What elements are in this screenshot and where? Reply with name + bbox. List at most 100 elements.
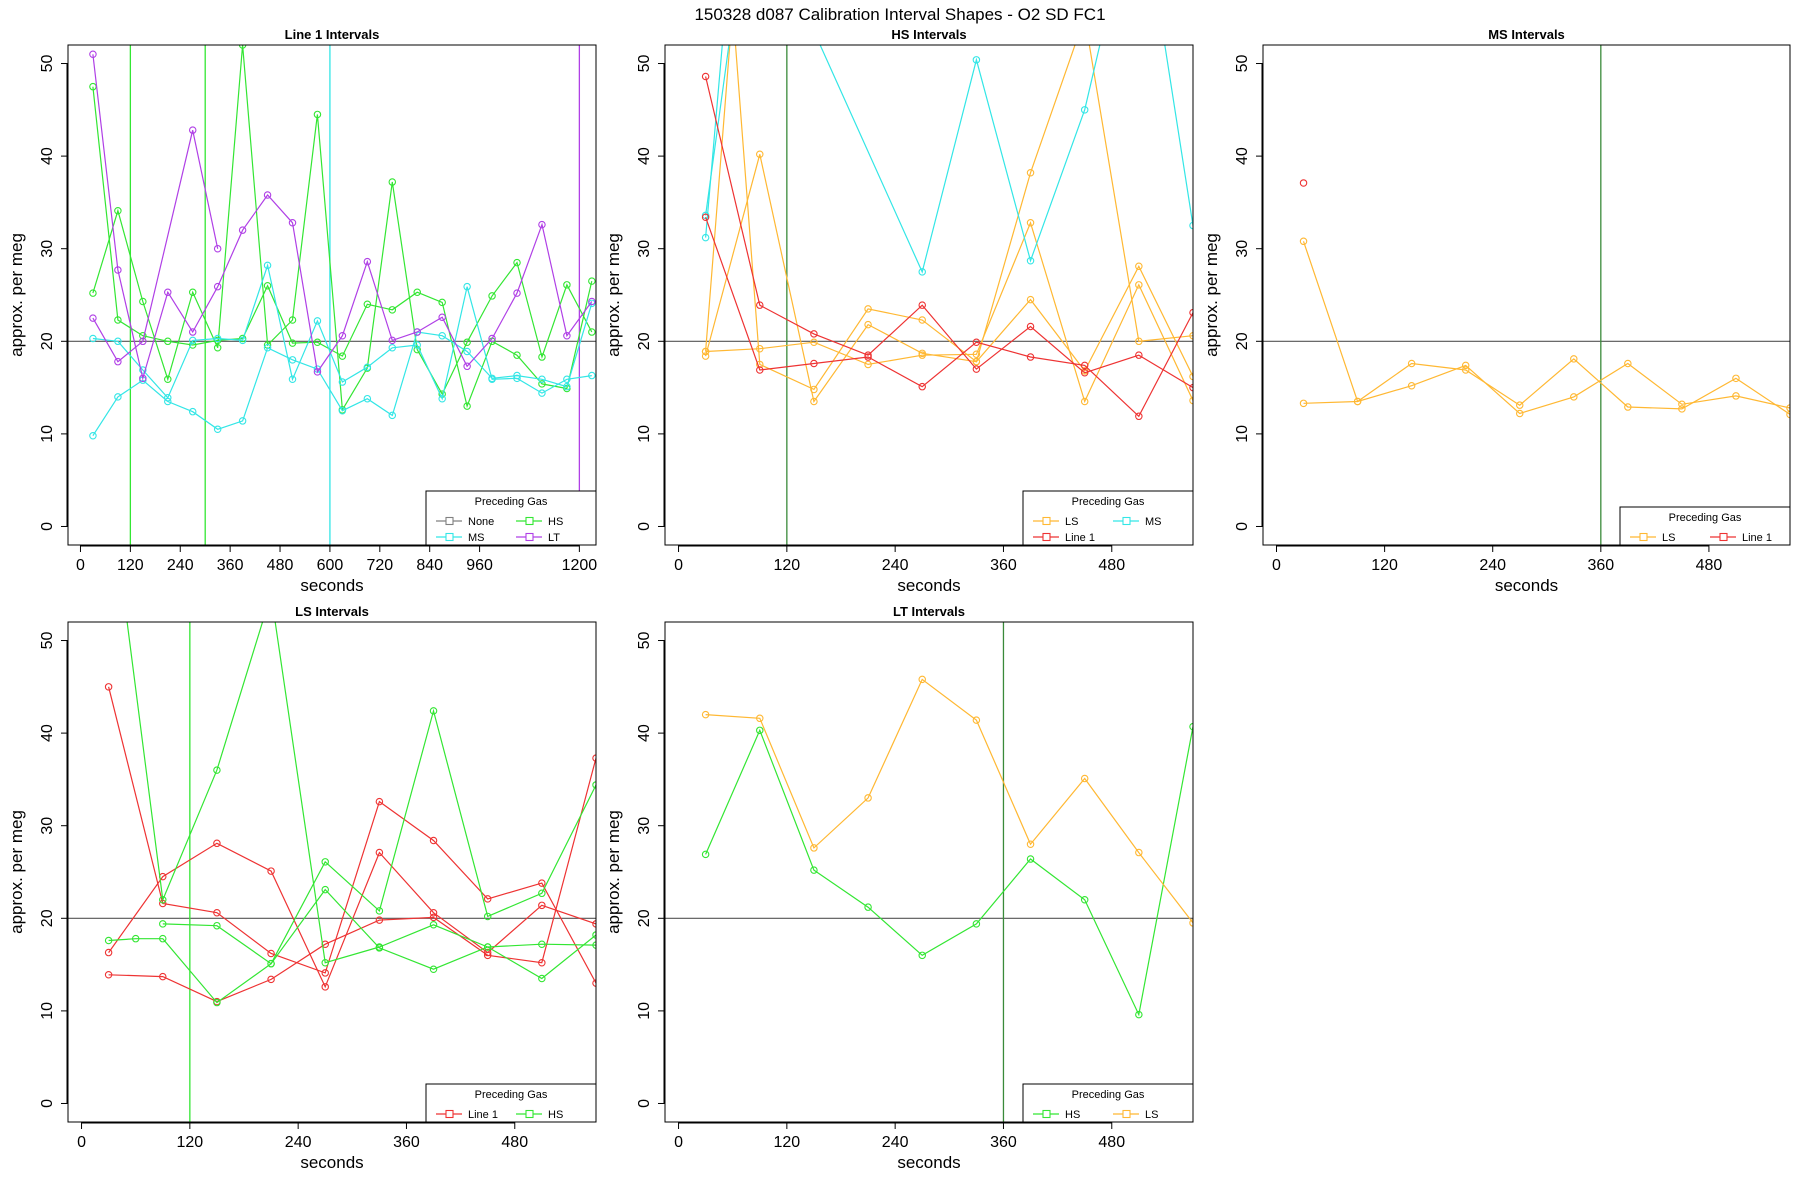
- data-point: [563, 281, 571, 289]
- y-tick-label: 30: [636, 817, 653, 835]
- data-point: [188, 288, 197, 296]
- y-axis-label: approx. per meg: [7, 810, 26, 934]
- plot-frame: [664, 621, 1194, 1123]
- data-point: [1299, 237, 1308, 246]
- data-point: [89, 431, 97, 440]
- data-point: [756, 714, 764, 723]
- data-point: [588, 297, 596, 306]
- series-ls: [701, 45, 1193, 394]
- y-axis-ticks: 0 10 20 30 40 50: [39, 55, 68, 531]
- data-point: [413, 341, 421, 349]
- legend-entry: LS: [1033, 516, 1078, 528]
- series-line: [1303, 358, 1790, 415]
- data-point: [810, 338, 818, 346]
- data-point: [1026, 295, 1035, 304]
- panel-title: HS Intervals: [891, 27, 966, 42]
- data-point: [701, 213, 710, 221]
- data-point: [188, 407, 197, 416]
- chart-panel-2: HS Intervals seconds approx. per meg 0 10 20 3…: [604, 27, 1194, 595]
- data-point: [288, 219, 297, 227]
- data-point: [238, 45, 247, 49]
- legend: Preceding Gas Line 1 HS: [425, 1083, 597, 1123]
- data-point: [267, 959, 275, 968]
- data-point: [1407, 359, 1416, 368]
- y-axis-ticks: 0 10 20 30 40 50: [39, 632, 68, 1108]
- y-tick-label: 20: [636, 332, 653, 350]
- data-point: [1080, 369, 1089, 377]
- data-point: [513, 351, 521, 359]
- data-point: [701, 352, 710, 360]
- plot-area: [665, 622, 1193, 1122]
- plot-area: [68, 622, 596, 1122]
- x-axis-ticks: 0 120 240 360 480: [77, 1122, 528, 1151]
- y-tick-label: 40: [39, 724, 56, 742]
- data-point: [139, 337, 147, 346]
- data-point: [313, 317, 322, 325]
- data-point: [89, 314, 97, 322]
- x-tick-label: 1200: [562, 557, 598, 574]
- x-tick-label: 360: [990, 1134, 1017, 1151]
- data-point: [429, 965, 438, 973]
- panel-title: LS Intervals: [295, 604, 369, 619]
- data-point: [513, 258, 521, 267]
- series-line-1: [1299, 179, 1308, 187]
- x-axis-label: seconds: [300, 1153, 363, 1172]
- series-line: [705, 76, 1193, 389]
- data-point: [164, 288, 172, 296]
- series-line: [108, 757, 596, 1003]
- series-line: [705, 45, 1193, 403]
- data-point: [918, 351, 926, 359]
- data-point: [1678, 405, 1686, 413]
- y-axis-ticks: 0 10 20 30 40 50: [1234, 55, 1263, 531]
- data-point: [1135, 262, 1143, 271]
- data-point: [89, 50, 97, 59]
- data-point: [1080, 361, 1089, 370]
- data-point: [756, 344, 764, 353]
- x-tick-label: 0: [1272, 557, 1281, 574]
- legend: Preceding Gas LS MS Line 1: [1022, 490, 1194, 546]
- x-tick-label: 120: [773, 557, 800, 574]
- plot-frame: [1262, 44, 1791, 546]
- legend-swatch-marker: [1042, 516, 1051, 526]
- legend-title: Preceding Gas: [1072, 496, 1145, 508]
- y-tick-label: 30: [1234, 240, 1251, 258]
- series-ls: [701, 675, 1193, 927]
- series-hs: [159, 885, 596, 973]
- data-point: [1732, 392, 1740, 400]
- plot-area: [665, 45, 1193, 545]
- legend-entry: HS: [1033, 1109, 1080, 1121]
- data-point: [563, 382, 571, 391]
- data-point: [483, 943, 492, 951]
- legend-title: Preceding Gas: [1669, 512, 1742, 524]
- legend-label: None: [468, 516, 494, 528]
- data-point: [213, 334, 222, 343]
- data-point: [538, 879, 546, 887]
- data-point: [701, 710, 710, 719]
- legend: Preceding Gas HS LS: [1022, 1083, 1194, 1123]
- x-tick-label: 0: [674, 557, 683, 574]
- series-line: [705, 216, 1193, 418]
- data-point: [513, 371, 521, 380]
- data-point: [213, 998, 221, 1007]
- data-point: [159, 896, 167, 904]
- data-point: [388, 411, 397, 420]
- x-tick-label: 960: [466, 557, 493, 574]
- data-point: [388, 344, 397, 352]
- data-point: [463, 282, 471, 291]
- data-point: [375, 944, 384, 952]
- data-point: [864, 903, 872, 911]
- data-point: [288, 356, 297, 364]
- data-point: [375, 916, 384, 924]
- legend-swatch-marker: [1719, 532, 1728, 542]
- data-point: [413, 328, 421, 336]
- x-axis-label: seconds: [1495, 576, 1558, 595]
- chart-panel-4: LS Intervals seconds approx. per meg 0 10 20 3…: [7, 604, 597, 1172]
- data-point: [538, 958, 546, 967]
- legend: Preceding Gas None HS MS LT: [425, 490, 597, 546]
- data-point: [114, 206, 122, 215]
- legend-entry: HS: [516, 1109, 563, 1121]
- data-point: [438, 331, 446, 340]
- data-point: [313, 338, 322, 346]
- legend-label: LS: [1065, 516, 1078, 528]
- x-tick-label: 120: [1371, 557, 1398, 574]
